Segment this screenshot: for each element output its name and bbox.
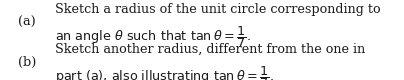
Text: Sketch a radius of the unit circle corresponding to: Sketch a radius of the unit circle corre… — [55, 3, 380, 16]
Text: Sketch another radius, different from the one in: Sketch another radius, different from th… — [55, 43, 365, 56]
Text: (b): (b) — [18, 56, 36, 69]
Text: (a): (a) — [18, 16, 36, 29]
Text: part (a), also illustrating tan$\,\theta = \dfrac{1}{7}$.: part (a), also illustrating tan$\,\theta… — [55, 64, 274, 80]
Text: an angle $\theta$ such that tan$\,\theta = \dfrac{1}{7}$.: an angle $\theta$ such that tan$\,\theta… — [55, 24, 250, 50]
